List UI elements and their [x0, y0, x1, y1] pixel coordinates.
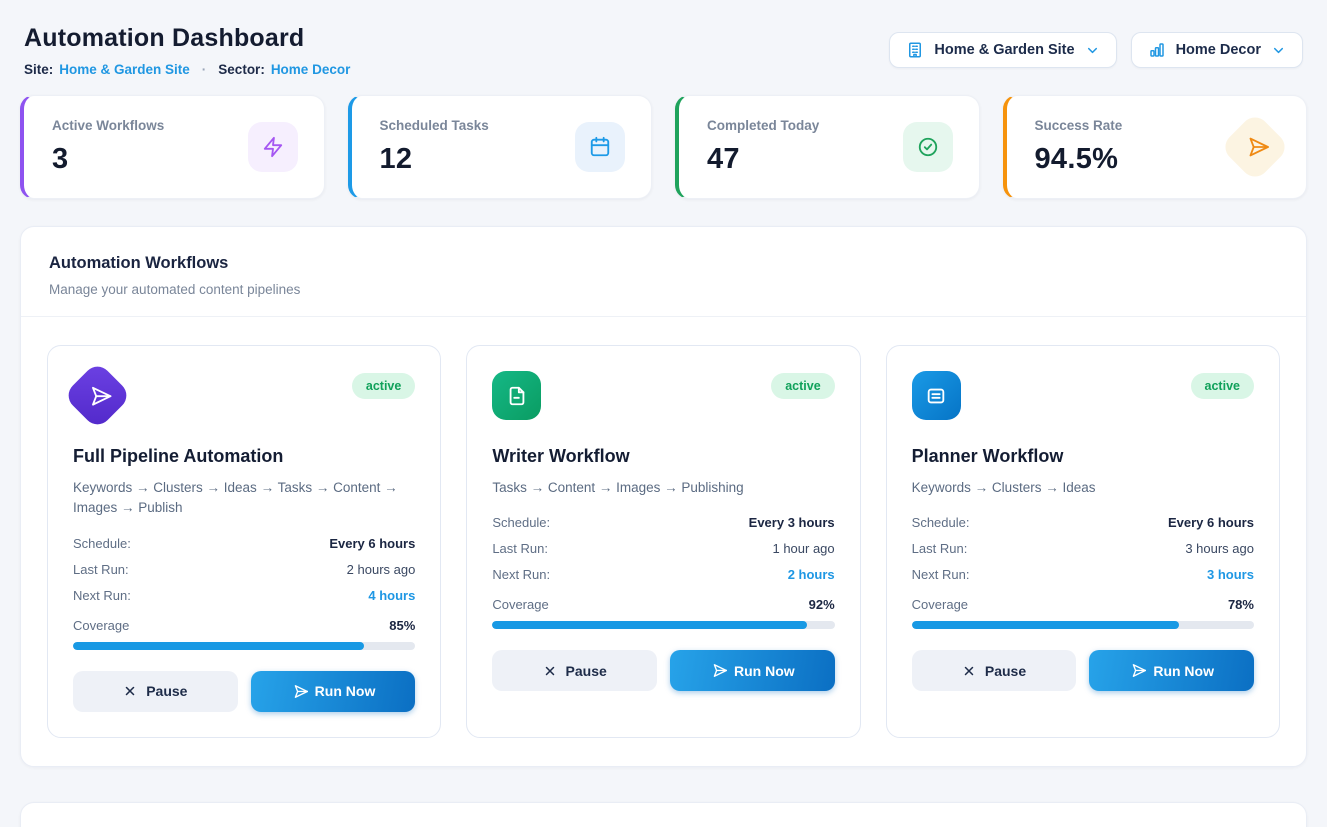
run-now-button[interactable]: Run Now — [1089, 650, 1254, 692]
workflow-card-list: active Full Pipeline Automation Keywords… — [47, 345, 1280, 738]
sector-label: Sector: — [218, 62, 265, 77]
page-title: Automation Dashboard — [24, 24, 305, 52]
coverage-progress-fill — [73, 641, 364, 650]
x-icon — [543, 664, 557, 678]
site-link[interactable]: Home & Garden Site — [59, 62, 190, 77]
last-run-value: 3 hours ago — [1185, 541, 1254, 557]
stat-card-scheduled-tasks: Scheduled Tasks 12 — [347, 95, 652, 199]
coverage-value: 78% — [1227, 597, 1254, 613]
schedule-value: Every 6 hours — [1167, 515, 1254, 531]
pause-button[interactable]: Pause — [492, 650, 657, 692]
status-badge: active — [351, 373, 416, 399]
calendar-icon — [575, 122, 625, 172]
coverage-row: Coverage 78% — [911, 597, 1254, 613]
stat-label: Completed Today — [707, 118, 820, 133]
stat-value: 47 — [707, 143, 740, 175]
page-header: Automation Dashboard Site: Home & Garden… — [24, 24, 1303, 77]
site-dropdown-label: Home & Garden Site — [934, 42, 1075, 58]
stat-label: Success Rate — [1034, 118, 1123, 133]
workflow-pipeline: Keywords → Clusters → Ideas → Tasks → Co… — [73, 480, 398, 516]
stat-value: 94.5% — [1034, 143, 1119, 175]
pause-button[interactable]: Pause — [911, 650, 1077, 692]
next-run-row: Next Run: 4 hours — [73, 587, 416, 603]
next-run-value: 3 hours — [1207, 567, 1254, 583]
last-run-value: 2 hours ago — [346, 561, 416, 577]
stat-card-active-workflows: Active Workflows 3 — [20, 95, 325, 199]
last-run-row: Last Run: 3 hours ago — [911, 541, 1254, 557]
send-icon — [288, 680, 309, 701]
run-now-button[interactable]: Run Now — [670, 650, 835, 692]
next-run-value: 4 hours — [368, 587, 416, 603]
lightning-icon — [247, 122, 298, 172]
last-run-value: 1 hour ago — [772, 541, 835, 557]
schedule-row: Schedule: Every 6 hours — [73, 535, 416, 551]
chevron-down-icon — [1271, 43, 1286, 58]
x-icon — [962, 664, 976, 678]
status-badge: active — [1190, 373, 1254, 399]
coverage-row: Coverage 92% — [492, 597, 835, 613]
workflows-panel-subtitle: Manage your automated content pipelines — [49, 282, 301, 297]
coverage-value: 85% — [389, 617, 416, 633]
run-now-button[interactable]: Run Now — [250, 670, 416, 712]
next-run-value: 2 hours — [787, 567, 835, 583]
workflow-title: Full Pipeline Automation — [73, 446, 284, 466]
send-icon — [1126, 660, 1147, 681]
chevron-down-icon — [1085, 43, 1100, 58]
workflow-card-planner: active Planner Workflow Keywords → Clust… — [885, 345, 1280, 738]
last-run-row: Last Run: 2 hours ago — [73, 561, 416, 577]
separator-dot: · — [201, 62, 207, 77]
x-icon — [123, 684, 137, 698]
workflows-panel-title: Automation Workflows — [49, 254, 229, 272]
stat-label: Scheduled Tasks — [379, 118, 489, 133]
site-label: Site: — [24, 62, 54, 77]
stat-card-success-rate: Success Rate 94.5% — [1002, 95, 1307, 199]
schedule-value: Every 6 hours — [329, 535, 416, 551]
send-icon — [1219, 111, 1291, 183]
workflow-pipeline: Tasks → Content → Images → Publishing — [492, 480, 744, 495]
send-icon — [62, 360, 133, 431]
document-icon — [492, 371, 542, 420]
sector-link[interactable]: Home Decor — [270, 62, 351, 77]
check-circle-icon — [902, 122, 953, 172]
workflows-panel: Automation Workflows Manage your automat… — [20, 226, 1307, 767]
next-run-row: Next Run: 3 hours — [911, 567, 1254, 583]
status-badge: active — [771, 373, 835, 399]
workflow-card-full-pipeline: active Full Pipeline Automation Keywords… — [47, 345, 442, 738]
stat-value: 3 — [52, 143, 69, 175]
coverage-progress-fill — [492, 621, 808, 630]
steps-panel: Automation Steps Configure which steps a… — [20, 801, 1307, 827]
sector-selector-dropdown[interactable]: Home Decor — [1130, 32, 1303, 68]
workflow-card-writer: active Writer Workflow Tasks → Content →… — [466, 345, 861, 738]
last-run-row: Last Run: 1 hour ago — [492, 541, 835, 557]
workflow-title: Planner Workflow — [911, 446, 1064, 466]
bar-chart-icon — [1148, 41, 1166, 59]
coverage-row: Coverage 85% — [73, 617, 416, 633]
stat-label: Active Workflows — [52, 118, 165, 133]
coverage-progress-bar — [492, 621, 835, 630]
send-icon — [707, 660, 728, 681]
workflow-pipeline: Keywords → Clusters → Ideas — [911, 480, 1096, 495]
stat-card-completed-today: Completed Today 47 — [675, 95, 980, 199]
coverage-progress-bar — [73, 641, 416, 650]
workflow-title: Writer Workflow — [492, 446, 630, 466]
schedule-row: Schedule: Every 3 hours — [492, 515, 835, 531]
pause-button[interactable]: Pause — [73, 670, 238, 712]
building-icon — [906, 41, 924, 59]
coverage-progress-bar — [911, 621, 1254, 630]
schedule-value: Every 3 hours — [748, 515, 835, 531]
coverage-progress-fill — [911, 621, 1179, 630]
site-selector-dropdown[interactable]: Home & Garden Site — [889, 32, 1117, 68]
schedule-row: Schedule: Every 6 hours — [911, 515, 1254, 531]
stats-row: Active Workflows 3 Scheduled Tasks 12 Co… — [20, 95, 1307, 199]
coverage-value: 92% — [808, 597, 835, 613]
sector-dropdown-label: Home Decor — [1175, 42, 1261, 58]
stat-value: 12 — [379, 143, 413, 175]
site-sector-breadcrumb: Site: Home & Garden Site · Sector: Home … — [24, 62, 350, 77]
next-run-row: Next Run: 2 hours — [492, 567, 835, 583]
list-icon — [911, 371, 961, 420]
